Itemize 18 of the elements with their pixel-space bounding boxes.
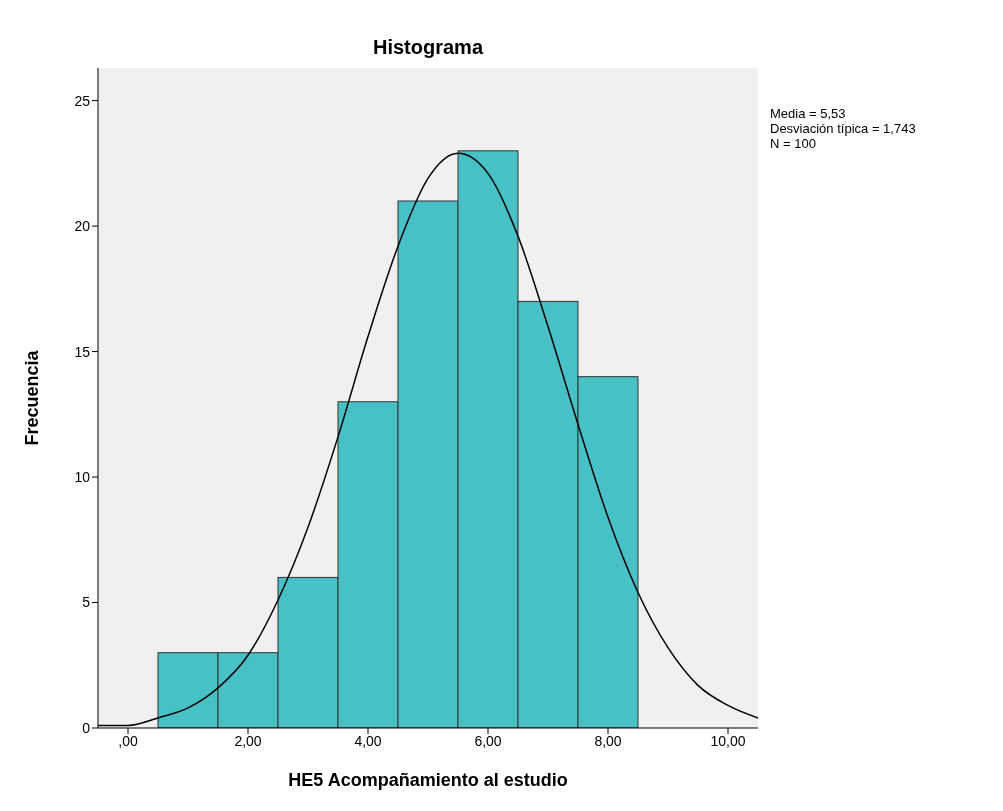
text: Media = 5,53 (770, 106, 847, 121)
x-tick-label: 10,00 (710, 732, 746, 749)
y-axis-title: Frecuencia (22, 349, 43, 446)
x-tick-label: 2,00 (234, 732, 262, 749)
y-tick-label: 25 (74, 92, 91, 109)
y-tick-label: 5 (82, 594, 91, 611)
text: Desviación típica = 1,743 (770, 121, 916, 136)
y-tick-label: 20 (74, 218, 91, 235)
x-tick-label: ,00 (118, 732, 138, 749)
x-axis-title: HE5 Acompañamiento al estudio (288, 770, 568, 790)
y-tick-label: 10 (74, 469, 91, 486)
y-tick-label: 15 (74, 343, 91, 360)
chart-title: Histograma (372, 36, 485, 59)
x-tick-label: 6,00 (474, 732, 502, 749)
text: N = 100 (770, 136, 817, 151)
y-tick-label: 0 (82, 719, 91, 736)
x-tick-label: 4,00 (354, 732, 382, 749)
x-tick-label: 8,00 (594, 732, 622, 749)
